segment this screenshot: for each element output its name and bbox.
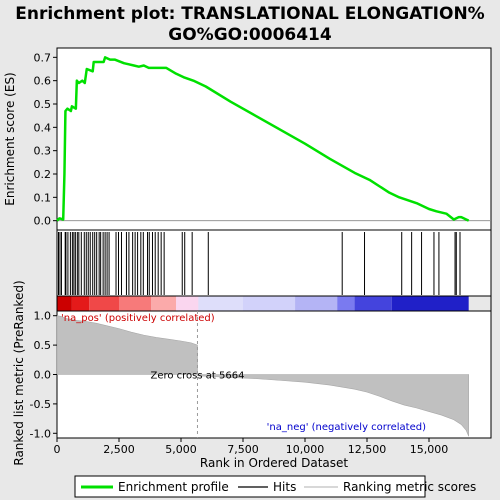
es-plot-area bbox=[56, 47, 492, 231]
x-tick-label: 7,500 bbox=[227, 443, 259, 456]
legend-hits-label: Hits bbox=[273, 480, 296, 494]
chart-title-line-1: Enrichment plot: TRANSLATIONAL ELONGATIO… bbox=[15, 4, 484, 24]
heatmap-segment bbox=[89, 296, 119, 311]
es-y-tick-label: 0.7 bbox=[34, 51, 52, 64]
metric-y-tick-label: -1.0 bbox=[30, 427, 51, 440]
hits-panel bbox=[56, 229, 492, 312]
x-tick-label: 0 bbox=[54, 443, 61, 456]
x-axis-label: Rank in Ordered Dataset bbox=[200, 456, 348, 470]
positive-correlation-label: 'na_pos' (positively correlated) bbox=[61, 313, 215, 324]
x-tick-label: 5,000 bbox=[165, 443, 197, 456]
es-y-axis-label: Enrichment score (ES) bbox=[3, 72, 17, 205]
ranking-heatmap-bar bbox=[57, 296, 469, 311]
heatmap-segment bbox=[198, 296, 243, 311]
es-y-tick-label: 0.1 bbox=[34, 191, 52, 204]
es-y-tick-label: 0.6 bbox=[34, 75, 52, 88]
legend-metric-label: Ranking metric scores bbox=[343, 480, 476, 494]
es-y-ticks: 0.0 0.1 0.2 0.3 0.4 0.5 0.6 0.7 bbox=[34, 51, 57, 228]
zero-cross-label: Zero cross at 5664 bbox=[150, 371, 244, 382]
x-tick-label: 15,000 bbox=[410, 443, 449, 456]
heatmap-segment bbox=[337, 296, 355, 311]
metric-y-tick-label: 0.5 bbox=[34, 339, 52, 352]
es-y-tick-label: 0.2 bbox=[34, 168, 52, 181]
heatmap-segment bbox=[354, 296, 392, 311]
es-y-tick-label: 0.0 bbox=[34, 215, 52, 228]
legend-enrichment-label: Enrichment profile bbox=[118, 480, 229, 494]
x-tick-label: 10,000 bbox=[286, 443, 325, 456]
metric-y-axis-label: Ranked list metric (PreRanked) bbox=[12, 280, 26, 465]
heatmap-segment bbox=[391, 296, 469, 311]
heatmap-segment bbox=[57, 296, 72, 311]
metric-y-tick-label: -0.5 bbox=[30, 398, 51, 411]
negative-correlation-label: 'na_neg' (negatively correlated) bbox=[267, 422, 426, 433]
ranked-metric-panel: Zero cross at 5664 'na_pos' (positively … bbox=[12, 280, 492, 470]
metric-y-ticks: 1.0 0.5 0.0 -0.5 -1.0 bbox=[30, 310, 57, 440]
heatmap-segment bbox=[295, 296, 338, 311]
x-axis-ticks: 0 2,500 5,000 7,500 10,000 12,500 15,000 bbox=[54, 438, 449, 456]
hit-markers bbox=[57, 232, 461, 295]
x-tick-label: 2,500 bbox=[103, 443, 135, 456]
x-tick-label: 12,500 bbox=[348, 443, 387, 456]
heatmap-segment bbox=[151, 296, 177, 311]
enrichment-score-panel: 0.0 0.1 0.2 0.3 0.4 0.5 0.6 0.7 Enrichment scor… bbox=[3, 47, 492, 231]
metric-y-tick-label: 0.0 bbox=[34, 369, 52, 382]
heatmap-segment bbox=[71, 296, 90, 311]
heatmap-segment bbox=[119, 296, 152, 311]
metric-y-tick-label: 1.0 bbox=[34, 310, 52, 323]
es-y-tick-label: 0.5 bbox=[34, 98, 52, 111]
es-y-tick-label: 0.4 bbox=[34, 121, 52, 134]
enrichment-profile-line bbox=[56, 56, 470, 222]
chart-title-line-2: GO%GO:0006414 bbox=[168, 25, 332, 45]
heatmap-segment bbox=[176, 296, 199, 311]
es-y-tick-label: 0.3 bbox=[34, 145, 52, 158]
legend: Enrichment profile Hits Ranking metric s… bbox=[74, 475, 476, 498]
heatmap-segment bbox=[243, 296, 296, 311]
ranking-metric-area bbox=[56, 315, 469, 437]
hits-plot-area bbox=[56, 229, 492, 297]
